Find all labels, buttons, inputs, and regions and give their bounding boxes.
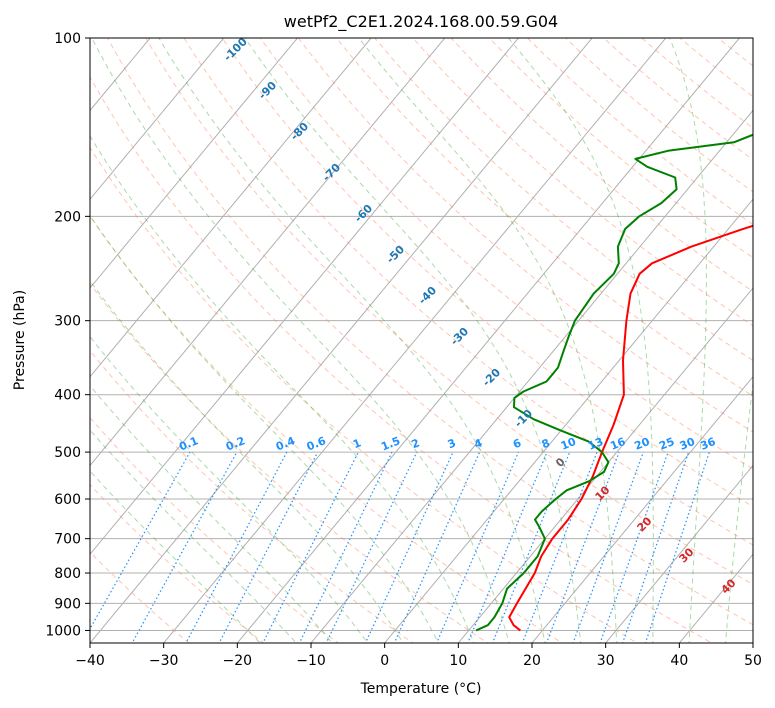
moist-adiabat-line [669,38,708,643]
mixing-ratio-label: 13 [586,435,605,453]
isotherm-line [457,287,753,643]
dry-adiabat-line [90,416,340,643]
plot-area [90,38,753,643]
mixing-ratio-label: 36 [698,435,717,453]
y-tick-label: 700 [54,532,81,548]
moist-adiabat-line [158,38,546,643]
dry-adiabat-line [221,38,753,508]
dry-adiabat-line [145,38,753,585]
mixing-ratio-label: 1 [351,436,363,451]
mixing-ratio-line [435,451,519,643]
moist-adiabat-line [90,214,439,643]
x-tick-label: 20 [523,653,541,669]
y-axis: 1000 900 800 700 600 500 400 300 200 100 [45,31,90,639]
mixing-ratio-line [298,451,393,643]
x-tick-label: 10 [449,653,467,669]
mixing-ratio-label: 8 [540,436,552,451]
isotherm-line [384,198,753,643]
moist-adiabat-line [90,384,333,643]
moist-adiabat-line [244,38,582,643]
temperature-profile [508,224,753,632]
isotherm-line [90,38,593,643]
mixing-ratio-line [467,451,548,643]
x-tick-label: −20 [223,653,253,669]
mixing-ratio-line [131,451,238,643]
mixing-ratio-line [545,451,620,643]
moist-adiabat-line [90,280,404,643]
mixing-ratio-line [572,451,644,643]
dewpoint-profile [475,133,753,632]
chart-title: wetPf2_C2E1.2024.168.00.59.G04 [284,12,558,32]
isotherm-line [531,375,753,643]
dry-adiabat-line [259,38,753,470]
y-tick-label: 100 [54,31,81,47]
x-tick-label: −10 [296,653,326,669]
dry-adiabat-line [374,38,753,362]
isotherm-line [90,38,520,556]
dry-adiabat-line [90,76,713,643]
mixing-ratio-line [325,451,418,643]
mixing-ratio-line [262,451,359,643]
y-tick-label: 500 [54,445,81,461]
mixing-ratio-label: 3 [446,436,458,451]
dry-adiabat-line [90,349,414,643]
dry-adiabat-line [183,38,753,546]
isotherm-line [90,38,299,289]
y-axis-label: Pressure (hPa) [12,290,28,390]
moist-adiabat-line [507,38,654,643]
isotherm-line [90,38,225,201]
x-tick-label: −40 [75,653,105,669]
dry-adiabat-line [335,38,753,397]
isotherm-line [310,109,753,643]
x-tick-label: 50 [744,653,762,669]
mixing-ratio-line [364,451,454,643]
mixing-ratio-line [393,451,481,643]
mixing-ratio-label: 2 [410,436,422,451]
y-tick-label: 300 [54,314,81,330]
dry-adiabat-line [90,483,265,643]
y-tick-label: 200 [54,209,81,225]
x-tick-label: 30 [597,653,615,669]
isotherm-line [90,38,372,378]
dry-adiabat-line [412,38,753,327]
isotherm-line [605,464,753,643]
dry-adiabat-line [90,215,564,643]
mixing-ratio-label: 20 [633,435,652,453]
moist-adiabat-line [725,380,753,643]
series-layer [475,133,753,632]
x-axis-label: Temperature (°C) [360,681,482,697]
y-tick-label: 900 [54,596,81,612]
x-tick-label: −30 [149,653,179,669]
moist-adiabat-line [358,38,618,643]
y-tick-label: 800 [54,566,81,582]
mixing-ratio-line [521,451,598,643]
mixing-ratio-label: 25 [657,435,676,453]
moist-adiabat-line [90,335,369,643]
x-tick-label: 0 [380,653,389,669]
isotherm-line [163,38,667,643]
plot-frame [89,37,754,644]
x-axis: −40 −30 −20 −10 0 10 20 30 40 50 [75,643,762,669]
dry-adiabat-line [90,146,639,643]
mixing-ratio-label: 30 [678,435,697,453]
dry-adiabat-line [90,551,190,643]
y-tick-label: 400 [54,388,81,404]
y-tick-label: 1000 [45,623,81,639]
mixing-ratio-line [491,451,571,643]
dry-adiabat-line [450,38,753,293]
mixing-ratio-label: 10 [559,435,578,453]
isotherm-line [236,38,741,643]
moist-adiabat-line [90,429,297,643]
y-tick-label: 600 [54,492,81,508]
mixing-ratio-label: 16 [608,435,627,453]
x-tick-label: 40 [670,653,688,669]
isotherm-line [90,38,446,467]
background-lines [90,38,753,643]
moist-adiabat-line [90,135,475,643]
mixing-ratio-line [90,451,191,630]
